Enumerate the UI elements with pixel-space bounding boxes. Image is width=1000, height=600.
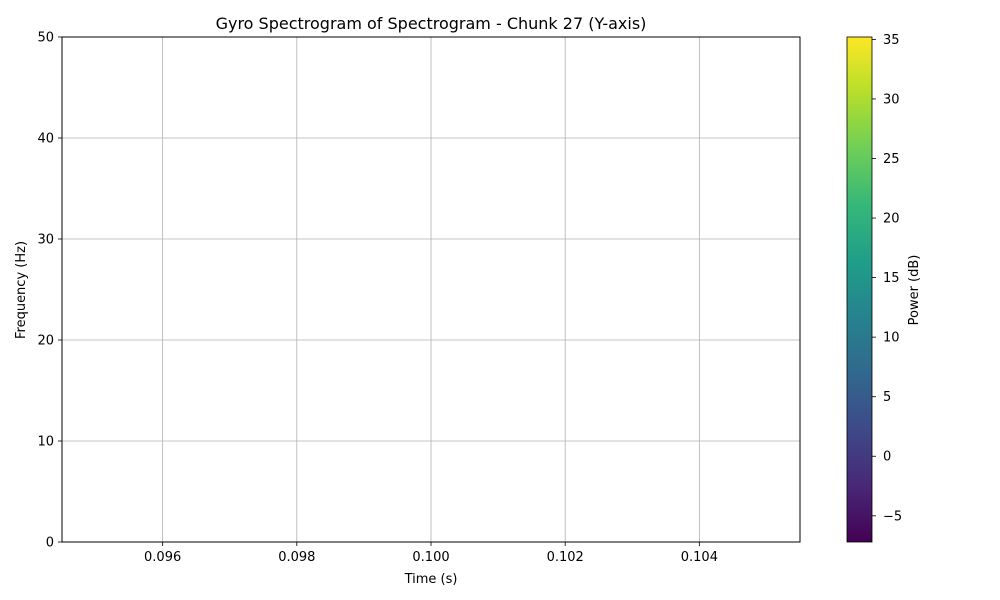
x-tick-label: 0.102	[547, 550, 584, 565]
x-axis-label: Time (s)	[404, 572, 458, 587]
colorbar-tick-label: 0	[883, 450, 891, 465]
colorbar	[846, 36, 873, 543]
x-tick-label: 0.098	[278, 550, 315, 565]
y-tick-label: 40	[37, 132, 54, 147]
colorbar-tick-label: 30	[883, 92, 900, 107]
colorbar-tick-label: 35	[883, 33, 900, 48]
colorbar-tick-label: −5	[883, 509, 902, 524]
y-axis-ticks: 0 10 20 30 40 50	[37, 31, 62, 551]
colorbar-label: Power (dB)	[907, 255, 922, 326]
chart-title: Gyro Spectrogram of Spectrogram - Chunk …	[216, 14, 647, 33]
colorbar-ticks: −5 0 5 10 15 20 25 30 35	[872, 33, 902, 524]
y-axis-label: Frequency (Hz)	[14, 241, 29, 339]
y-tick-label: 30	[37, 233, 54, 248]
y-tick-label: 50	[37, 31, 54, 46]
y-tick-label: 10	[37, 435, 54, 450]
x-tick-label: 0.104	[681, 550, 718, 565]
colorbar-tick-label: 25	[883, 152, 900, 167]
grid-lines	[62, 37, 800, 542]
colorbar-tick-label: 10	[883, 331, 900, 346]
colorbar-tick-label: 20	[883, 212, 900, 227]
y-tick-label: 20	[37, 334, 54, 349]
colorbar-tick-label: 5	[883, 390, 891, 405]
x-axis-ticks: 0.096 0.098 0.100 0.102 0.104	[144, 542, 718, 565]
colorbar-tick-label: 15	[883, 271, 900, 286]
x-tick-label: 0.100	[412, 550, 449, 565]
x-tick-label: 0.096	[144, 550, 181, 565]
y-tick-label: 0	[46, 536, 54, 551]
